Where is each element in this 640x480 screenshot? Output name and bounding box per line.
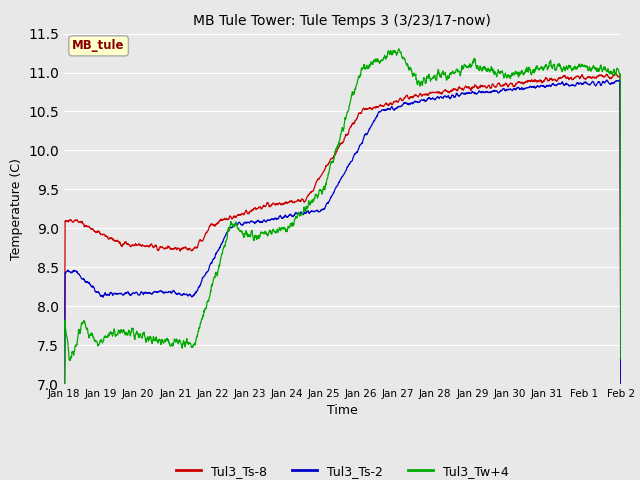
Title: MB Tule Tower: Tule Temps 3 (3/23/17-now): MB Tule Tower: Tule Temps 3 (3/23/17-now… — [193, 14, 492, 28]
Tul3_Tw+4 — [617, 356, 625, 361]
Legend: Tul3_Ts-8, Tul3_Ts-2, Tul3_Tw+4: Tul3_Ts-8, Tul3_Ts-2, Tul3_Tw+4 — [171, 460, 514, 480]
Tul3_Ts-8 — [60, 381, 68, 387]
Tul3_Tw+4 — [395, 46, 403, 52]
Line: Tul3_Ts-8: Tul3_Ts-8 — [64, 73, 621, 384]
X-axis label: Time: Time — [327, 405, 358, 418]
Tul3_Ts-8 — [88, 226, 96, 232]
Tul3_Ts-8 — [601, 74, 609, 80]
Tul3_Tw+4 — [499, 70, 506, 76]
Tul3_Ts-8 — [499, 83, 506, 89]
Tul3_Ts-8 — [331, 152, 339, 157]
Tul3_Ts-2 — [601, 80, 609, 86]
Tul3_Tw+4 — [316, 187, 324, 192]
Tul3_Tw+4 — [601, 66, 609, 72]
Tul3_Ts-8 — [316, 174, 324, 180]
Tul3_Ts-2 — [600, 80, 608, 86]
Tul3_Ts-8 — [612, 71, 620, 76]
Tul3_Tw+4 — [88, 331, 96, 336]
Tul3_Ts-8 — [617, 381, 625, 387]
Tul3_Ts-2 — [499, 87, 506, 93]
Tul3_Ts-2 — [88, 284, 96, 289]
Tul3_Tw+4 — [601, 64, 609, 70]
Tul3_Ts-2 — [316, 209, 324, 215]
Tul3_Ts-8 — [600, 74, 608, 80]
Line: Tul3_Ts-2: Tul3_Ts-2 — [64, 80, 621, 384]
Tul3_Ts-2 — [60, 381, 68, 387]
Tul3_Ts-2 — [603, 77, 611, 83]
Tul3_Ts-2 — [617, 381, 625, 387]
Text: MB_tule: MB_tule — [72, 39, 125, 52]
Y-axis label: Temperature (C): Temperature (C) — [10, 158, 22, 260]
Line: Tul3_Tw+4: Tul3_Tw+4 — [64, 49, 621, 384]
Tul3_Ts-2 — [331, 187, 339, 192]
Tul3_Tw+4 — [331, 150, 339, 156]
Tul3_Tw+4 — [60, 381, 68, 387]
